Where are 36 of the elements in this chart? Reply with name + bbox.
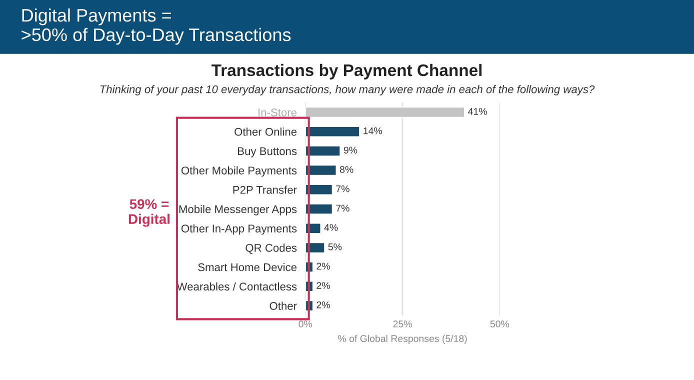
- y-tick-label: In-Store: [258, 108, 297, 116]
- data-label: 4%: [324, 224, 338, 231]
- y-tick-label: Smart Home Device: [198, 263, 297, 272]
- data-label: 2%: [316, 301, 330, 308]
- y-tick-label: Wearables / Contactless: [176, 282, 297, 291]
- bar: [305, 126, 360, 138]
- x-tick-label: 0%: [298, 320, 312, 328]
- bar: [305, 144, 342, 157]
- data-label: 8%: [340, 166, 354, 173]
- y-tick-label: P2P Transfer: [233, 186, 297, 194]
- data-label: 9%: [344, 146, 358, 154]
- y-tick-label: Buy Buttons: [238, 147, 297, 158]
- bar: [305, 106, 466, 118]
- y-tick-label: Other: [270, 302, 297, 310]
- x-tick-label: 50%: [490, 320, 510, 328]
- data-label: 7%: [336, 185, 350, 192]
- data-label: 7%: [336, 204, 350, 212]
- chart-title: Transactions by Payment Channel: [212, 64, 482, 80]
- y-tick-label: Other In-App Payments: [181, 224, 297, 235]
- y-tick-label: Other Online: [234, 128, 297, 136]
- bar: [305, 164, 338, 176]
- data-label: 2%: [316, 282, 330, 289]
- y-tick-label: Mobile Messenger Apps: [179, 204, 297, 216]
- data-label: 2%: [316, 262, 330, 270]
- x-tick-label: 25%: [393, 320, 412, 328]
- y-tick-label: Other Mobile Payments: [181, 166, 297, 177]
- data-label: 41%: [468, 108, 487, 115]
- bar: [305, 184, 334, 196]
- chart-subtitle: Thinking of your past 10 everyday transactions, how many were made in each of the following ways?: [100, 85, 595, 96]
- data-label: 5%: [328, 243, 342, 250]
- text: Digital Payments = >50% of Day-to-Day Transactions: [22, 8, 291, 45]
- text: 59% = Digital: [128, 199, 170, 227]
- bar: [305, 202, 334, 216]
- y-tick-label: QR Codes: [246, 244, 297, 254]
- x-axis-title: % of Global Responses (5/18): [338, 334, 467, 344]
- data-label: 14%: [364, 127, 382, 134]
